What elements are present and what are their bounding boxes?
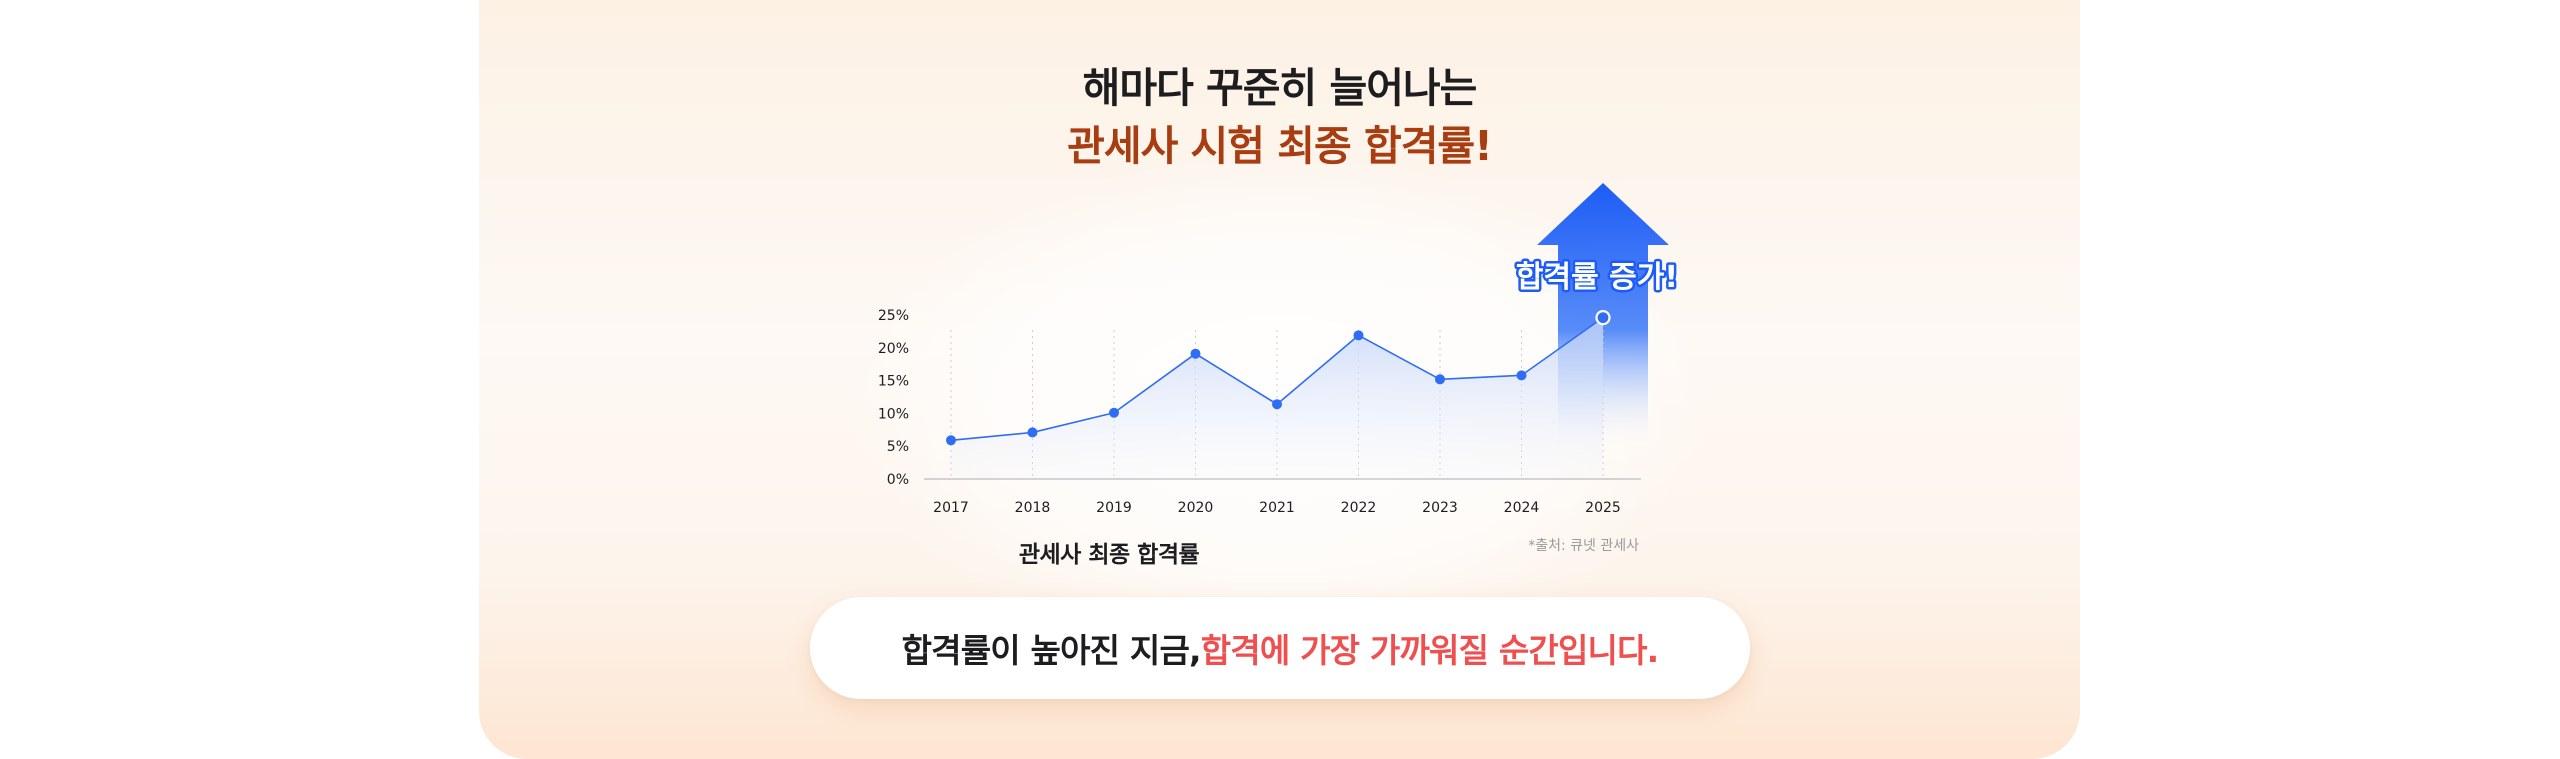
promo-card: 해마다 꾸준히 늘어나는 관세사 시험 최종 합격률! 0% 5% 10% 15% 20… (479, 0, 2080, 759)
x-tick-label: 2018 (1015, 500, 1051, 516)
y-tick-label: 25% (878, 308, 909, 324)
pass-rate-line-chart: 0% 5% 10% 15% 20% 25% 2017 2018 2019 2020 2021 2022… (878, 183, 1681, 516)
data-point-2025 (1595, 310, 1611, 326)
x-tick-label: 2017 (933, 500, 969, 516)
chart-caption: 관세사 최종 합격률 (1018, 542, 1200, 568)
data-point-2021 (1272, 399, 1282, 410)
x-tick-label: 2021 (1259, 500, 1295, 516)
y-tick-label: 10% (878, 406, 909, 422)
x-tick-label: 2024 (1504, 500, 1540, 516)
series-area (951, 317, 1603, 479)
bottom-banner-text: 합격률이 높아진 지금, (901, 631, 1202, 670)
data-point-2023 (1435, 374, 1445, 385)
data-point-2024 (1516, 370, 1527, 381)
data-point-2018 (1027, 427, 1038, 438)
y-tick-label: 20% (878, 341, 909, 357)
x-tick-label: 2020 (1178, 500, 1214, 516)
data-point-2022 (1353, 330, 1364, 341)
x-tick-label: 2022 (1341, 500, 1377, 516)
y-tick-label: 0% (887, 472, 909, 488)
bottom-banner: 합격률이 높아진 지금, 합격에 가장 가까워질 순간입니다. (810, 597, 1750, 699)
x-tick-label: 2025 (1585, 500, 1621, 516)
data-point-2017 (946, 435, 956, 446)
x-tick-label: 2023 (1422, 500, 1458, 516)
growth-annotation: 합격률 증가! (1516, 260, 1678, 295)
bottom-banner-highlight: 합격에 가장 가까워질 순간입니다. (1200, 631, 1659, 670)
y-tick-label: 5% (887, 439, 909, 455)
y-tick-label: 15% (878, 374, 909, 390)
headline-line-1: 해마다 꾸준히 늘어나는 (1082, 64, 1478, 112)
x-tick-label: 2019 (1096, 500, 1132, 516)
data-point-2020 (1190, 348, 1201, 359)
headline-line-2: 관세사 시험 최종 합격률! (1067, 122, 1493, 170)
data-point-2019 (1109, 407, 1119, 418)
source-note: *출처: 큐넷 관세사 (1528, 538, 1639, 554)
